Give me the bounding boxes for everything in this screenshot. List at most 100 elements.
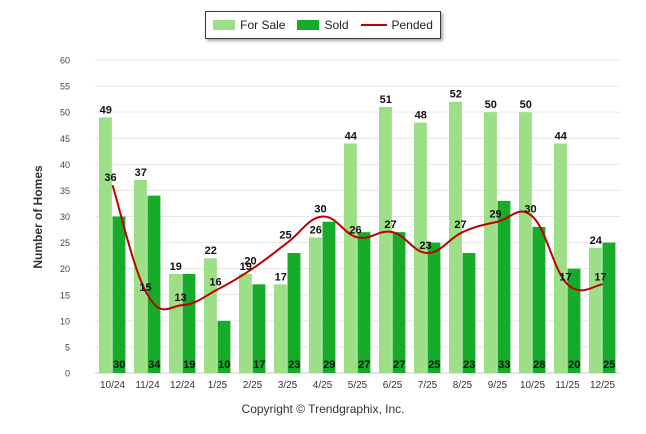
y-tick-label: 15 (60, 290, 70, 300)
copyright-text: Copyright © Trendgraphix, Inc. (241, 402, 405, 416)
legend-label-for-sale: For Sale (240, 18, 286, 32)
bar-sold (252, 284, 266, 373)
y-tick-label: 25 (60, 238, 70, 248)
data-label-for-sale: 24 (590, 235, 603, 247)
data-label-sold: 34 (148, 359, 161, 371)
data-label-pended: 29 (489, 209, 501, 221)
y-tick-label: 5 (65, 342, 70, 352)
data-label-sold: 27 (358, 359, 370, 371)
bar-sold (567, 268, 581, 373)
bar-for-sale (99, 117, 112, 373)
y-tick-label: 20 (60, 264, 70, 274)
y-tick-label: 0 (65, 369, 70, 379)
data-label-sold: 28 (533, 359, 545, 371)
data-label-pended: 30 (524, 204, 536, 216)
y-tick-label: 60 (60, 56, 70, 66)
data-label-for-sale: 37 (135, 167, 147, 179)
bar-sold (427, 242, 441, 373)
bar-for-sale (134, 179, 147, 373)
data-label-pended: 27 (454, 219, 466, 231)
bar-sold (532, 226, 546, 373)
data-label-for-sale: 19 (170, 261, 182, 273)
data-label-sold: 20 (568, 359, 580, 371)
y-tick-label: 55 (60, 82, 70, 92)
data-label-for-sale: 51 (380, 94, 392, 106)
y-tick-label: 45 (60, 134, 70, 144)
bar-for-sale (309, 237, 322, 373)
data-label-for-sale: 49 (100, 104, 112, 116)
y-tick-label: 35 (60, 186, 70, 196)
data-label-for-sale: 19 (240, 261, 252, 273)
data-label-for-sale: 44 (555, 130, 568, 142)
x-tick-label: 12/25 (590, 380, 615, 391)
bar-for-sale (344, 143, 357, 373)
data-label-sold: 29 (323, 359, 335, 371)
data-label-pended: 17 (559, 271, 571, 283)
bar-sold (287, 253, 301, 373)
data-label-sold: 23 (288, 359, 300, 371)
data-label-for-sale: 17 (275, 271, 287, 283)
x-tick-label: 11/25 (555, 380, 580, 391)
data-label-sold: 10 (218, 359, 230, 371)
data-label-pended: 17 (594, 271, 606, 283)
x-tick-label: 5/25 (348, 380, 368, 391)
bar-for-sale (274, 284, 287, 373)
bar-sold (357, 232, 371, 373)
data-label-for-sale: 48 (415, 110, 427, 122)
y-tick-label: 40 (60, 160, 70, 170)
x-tick-label: 1/25 (208, 380, 228, 391)
x-tick-label: 11/24 (135, 380, 160, 391)
x-tick-label: 3/25 (278, 380, 298, 391)
data-label-pended: 23 (419, 240, 431, 252)
legend-swatch-for-sale (213, 20, 236, 30)
legend-label-pended: Pended (391, 18, 433, 32)
legend-swatch-pended (360, 24, 387, 26)
legend-item-pended[interactable]: Pended (360, 18, 433, 32)
data-label-sold: 33 (498, 359, 510, 371)
data-label-for-sale: 22 (205, 245, 217, 257)
data-label-sold: 30 (113, 359, 125, 371)
data-label-pended: 30 (314, 204, 326, 216)
y-tick-label: 50 (60, 108, 70, 118)
bar-for-sale (414, 122, 427, 373)
data-label-pended: 16 (209, 277, 221, 289)
bar-for-sale (204, 258, 217, 373)
data-label-sold: 17 (253, 359, 265, 371)
y-axis-label: Number of Homes (31, 165, 45, 269)
y-tick-label: 10 (60, 316, 70, 326)
x-tick-label: 10/24 (100, 380, 125, 391)
bar-sold (112, 216, 126, 373)
x-tick-label: 4/25 (313, 380, 333, 391)
x-tick-label: 12/24 (170, 380, 195, 391)
legend-label-sold: Sold (324, 18, 349, 32)
data-label-pended: 20 (244, 256, 256, 268)
legend: For Sale Sold Pended (205, 11, 441, 39)
bar-sold (182, 273, 196, 373)
legend-item-sold[interactable]: Sold (297, 18, 349, 32)
data-label-pended: 25 (279, 230, 291, 242)
bar-for-sale (169, 273, 182, 373)
data-label-for-sale: 50 (520, 99, 532, 111)
data-label-sold: 25 (603, 359, 615, 371)
bar-for-sale (554, 143, 567, 373)
legend-item-for-sale[interactable]: For Sale (213, 18, 285, 32)
data-label-for-sale: 50 (485, 99, 497, 111)
data-label-pended: 13 (174, 292, 186, 304)
data-label-for-sale: 52 (450, 89, 462, 101)
x-tick-label: 6/25 (383, 380, 403, 391)
data-label-sold: 23 (463, 359, 475, 371)
bar-sold (392, 232, 406, 373)
bar-sold (217, 320, 231, 373)
data-label-for-sale: 26 (310, 224, 322, 236)
y-tick-label: 30 (60, 212, 70, 222)
bar-sold (462, 253, 476, 373)
bar-for-sale (239, 273, 252, 373)
bar-sold (147, 195, 161, 373)
data-label-sold: 27 (393, 359, 405, 371)
data-label-pended: 15 (139, 282, 151, 294)
data-label-pended: 27 (384, 219, 396, 231)
data-label-sold: 19 (183, 359, 195, 371)
data-label-pended: 36 (104, 172, 116, 184)
